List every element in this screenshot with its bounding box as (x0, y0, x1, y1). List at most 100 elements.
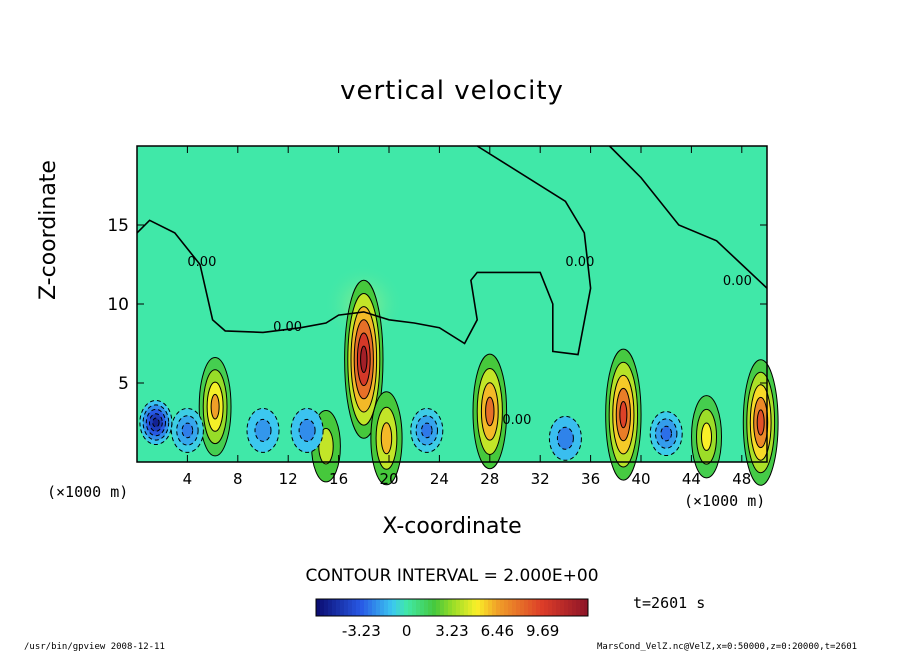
colorbar-swatch (516, 599, 521, 616)
x-tick-label: 40 (631, 470, 650, 488)
field-cell (198, 357, 232, 457)
colorbar-swatch (484, 599, 489, 616)
field-cell-band (619, 401, 628, 429)
colorbar-swatch (576, 599, 581, 616)
zero-contour-line (136, 145, 592, 356)
field-cell (290, 407, 324, 453)
colorbar-swatch (432, 599, 437, 616)
colorbar-swatch (348, 599, 353, 616)
colorbar-swatch (360, 599, 365, 616)
colorbar-swatch (584, 599, 589, 616)
colorbar-swatch (344, 599, 349, 616)
colorbar-swatch (416, 599, 421, 616)
field-cell (472, 353, 508, 470)
x-tick-label: 20 (379, 470, 398, 488)
colorbar-tick-label: 0 (402, 622, 412, 640)
colorbar-swatch (340, 599, 345, 616)
colorbar-swatch (492, 599, 497, 616)
colorbar-swatch (332, 599, 337, 616)
field-cell-band (152, 417, 160, 428)
colorbar-swatch (552, 599, 557, 616)
contour-label: 0.00 (273, 320, 302, 335)
colorbar-swatch (444, 599, 449, 616)
colorbar-swatch (508, 599, 513, 616)
colorbar-swatch (480, 599, 485, 616)
colorbar-swatch (336, 599, 341, 616)
x-tick-label: 8 (233, 470, 243, 488)
x-tick-label: 24 (430, 470, 449, 488)
field-cell-band (210, 393, 220, 420)
colorbar-tick-label: -3.23 (342, 622, 381, 640)
colorbar-swatch (380, 599, 385, 616)
colorbar-swatch (408, 599, 413, 616)
colorbar-swatch (404, 599, 409, 616)
x-tick-label: 28 (480, 470, 499, 488)
field-cell (548, 415, 582, 461)
footer-right-text: MarsCond_VelZ.nc@VelZ,x=0:50000,z=0:2000… (597, 642, 858, 652)
x-tick-label: 44 (682, 470, 701, 488)
colorbar-swatch (376, 599, 381, 616)
colorbar-swatch (388, 599, 393, 616)
colorbar-swatch (392, 599, 397, 616)
colorbar-swatch (544, 599, 549, 616)
field-cell-band (485, 396, 495, 427)
colorbar-tick-label: 6.46 (481, 622, 514, 640)
contour-label: 0.00 (723, 274, 752, 289)
colorbar-swatch (524, 599, 529, 616)
colorbar-swatch (500, 599, 505, 616)
colorbar-swatch (496, 599, 501, 616)
contour-label: 0.00 (187, 255, 216, 270)
colorbar-swatch (460, 599, 465, 616)
chart-title: vertical velocity (340, 76, 564, 106)
colorbar-swatch (436, 599, 441, 616)
x-tick-label: 12 (279, 470, 298, 488)
colorbar-swatch (364, 599, 369, 616)
field-cell (649, 411, 683, 457)
colorbar-swatch (448, 599, 453, 616)
field-cell (246, 407, 280, 453)
colorbar-swatch (468, 599, 473, 616)
colorbar-swatch (396, 599, 401, 616)
colorbar-swatch (572, 599, 577, 616)
colorbar-swatch (556, 599, 561, 616)
field-cell (742, 359, 779, 486)
colorbar-swatch (356, 599, 361, 616)
colorbar-frame (315, 598, 589, 617)
field-cell-band (360, 345, 368, 373)
colorbar-swatch (504, 599, 509, 616)
colorbar-swatch (420, 599, 425, 616)
field-cell (170, 407, 204, 453)
x-unit-label-right: (×1000 m) (684, 492, 766, 510)
colorbar-swatch (400, 599, 405, 616)
field-cell-band (756, 409, 765, 436)
colorbar-swatch (580, 599, 585, 616)
x-unit-label-left: (×1000 m) (47, 483, 129, 501)
field-cell-band (421, 422, 433, 439)
colorbar-swatch (472, 599, 477, 616)
colorbar-swatch (424, 599, 429, 616)
x-tick-label: 32 (531, 470, 550, 488)
colorbar-swatch (476, 599, 481, 616)
field-cell-band (701, 422, 713, 451)
colorbar-swatch (548, 599, 553, 616)
colorbar-swatch (528, 599, 533, 616)
field-cell-band (556, 426, 574, 450)
field-cell-band (380, 422, 393, 455)
field-background (137, 146, 767, 462)
colorbar-swatch (532, 599, 537, 616)
contour-label: 0.00 (565, 255, 594, 270)
colorbar-swatch (512, 599, 517, 616)
x-tick-label: 48 (732, 470, 751, 488)
y-tick-label: 15 (107, 216, 129, 236)
colorbar-swatch (328, 599, 333, 616)
colorbar-swatch (384, 599, 389, 616)
colorbar-swatch (320, 599, 325, 616)
y-tick-label: 5 (118, 374, 129, 394)
x-tick-label: 36 (581, 470, 600, 488)
colorbar-swatch (568, 599, 573, 616)
colorbar-tick-label: 9.69 (526, 622, 559, 640)
zero-contour-line-east (608, 145, 768, 289)
colorbar-swatch (428, 599, 433, 616)
field-cell-band (254, 418, 272, 442)
